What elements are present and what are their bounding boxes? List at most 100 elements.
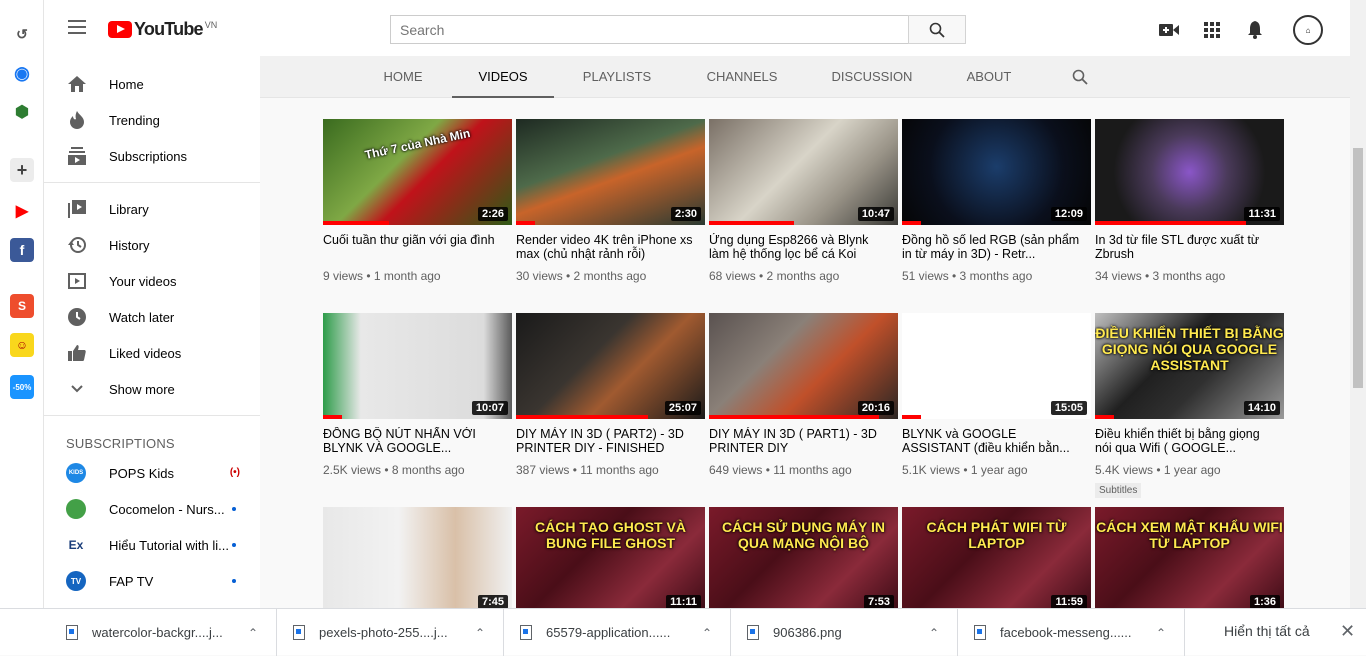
video-thumbnail[interactable]: CÁCH TẠO GHOST VÀ BUNG FILE GHOST 11:11	[516, 507, 705, 608]
video-title[interactable]: DIY MÁY IN 3D ( PART1) - 3D PRINTER DIY	[709, 427, 877, 455]
search-button[interactable]	[908, 15, 966, 44]
history-ext-icon[interactable]: ↺	[16, 25, 28, 42]
video-title[interactable]: In 3d từ file STL được xuất từ Zbrush	[1095, 233, 1260, 261]
new-content-dot	[232, 507, 236, 511]
video-card[interactable]: 10:07 ĐỒNG BỘ NÚT NHẤN VỚI BLYNK VÀ GOOGL…	[323, 313, 513, 477]
notifications-bell-icon[interactable]	[1244, 19, 1266, 41]
tab-channels[interactable]: CHANNELS	[706, 69, 778, 84]
chevron-up-icon[interactable]: ⌃	[475, 625, 486, 640]
chevron-up-icon[interactable]: ⌃	[702, 625, 713, 640]
download-item[interactable]: watercolor-backgr....j... ⌃	[66, 609, 258, 656]
show-all-downloads-link[interactable]: Hiển thị tất cả	[1224, 623, 1310, 639]
video-thumbnail[interactable]: 11:31	[1095, 119, 1284, 225]
sidebar-item-subscriptions[interactable]: Subscriptions	[44, 138, 260, 174]
video-thumbnail[interactable]: 7:45	[323, 507, 512, 608]
user-avatar[interactable]: ⌂	[1293, 15, 1323, 45]
video-card[interactable]: 25:07 DIY MÁY IN 3D ( PART2) - 3D PRINTER…	[516, 313, 706, 477]
tab-videos[interactable]: VIDEOS	[452, 56, 554, 98]
channel-avatar: Ex	[66, 535, 86, 555]
video-card[interactable]: CÁCH SỬ DỤNG MÁY IN QUA MẠNG NỘI BỘ 7:53	[709, 507, 899, 608]
tab-home[interactable]: HOME	[383, 69, 423, 84]
video-title[interactable]: BLYNK và GOOGLE ASSISTANT (điều khiển bằ…	[902, 427, 1070, 455]
subscription-fap-tv[interactable]: TV FAP TV	[44, 563, 260, 599]
sidebar-item-liked-videos[interactable]: Liked videos	[44, 335, 260, 371]
video-title[interactable]: Đồng hồ số led RGB (sản phẩm in từ máy i…	[902, 233, 1080, 261]
messenger-icon[interactable]: ◉	[14, 62, 30, 83]
video-title[interactable]: DIY MÁY IN 3D ( PART2) - 3D PRINTER DIY …	[516, 427, 684, 455]
video-thumbnail[interactable]: CÁCH XEM MẬT KHẨU WIFI TỪ LAPTOP 1:36	[1095, 507, 1284, 608]
video-card[interactable]: CÁCH XEM MẬT KHẨU WIFI TỪ LAPTOP 1:36	[1095, 507, 1285, 608]
gamepad-icon[interactable]: ⬢	[15, 104, 29, 121]
tiki-icon[interactable]: -50%	[10, 375, 34, 399]
video-thumbnail[interactable]: Thứ 7 của Nhà Min 2:26	[323, 119, 512, 225]
subscription-pops-kids[interactable]: KIDS POPS Kids (•)	[44, 455, 260, 491]
file-icon	[293, 625, 305, 640]
video-card[interactable]: CÁCH PHÁT WIFI TỪ LAPTOP 11:59	[902, 507, 1092, 608]
video-card[interactable]: ĐIỀU KHIỂN THIẾT BỊ BẰNG GIỌNG NÓI QUA G…	[1095, 313, 1285, 498]
video-title[interactable]: Cuối tuần thư giãn với gia đình	[323, 233, 495, 247]
video-card[interactable]: CÁCH TẠO GHOST VÀ BUNG FILE GHOST 11:11	[516, 507, 706, 608]
video-duration: 12:09	[1050, 207, 1087, 221]
subscription-cocomelon[interactable]: Cocomelon - Nurs...	[44, 491, 260, 527]
close-icon[interactable]: ✕	[1340, 621, 1356, 641]
sidebar-item-your-videos[interactable]: Your videos	[44, 263, 260, 299]
sidebar-item-trending[interactable]: Trending	[44, 102, 260, 138]
sidebar-item-watch-later[interactable]: Watch later	[44, 299, 260, 335]
tab-playlists[interactable]: PLAYLISTS	[582, 69, 652, 84]
video-thumbnail[interactable]: 10:07	[323, 313, 512, 419]
tab-about[interactable]: ABOUT	[966, 69, 1012, 84]
video-title[interactable]: ĐỒNG BỘ NÚT NHẤN VỚI BLYNK VÀ GOOGLE...	[323, 427, 476, 455]
video-title[interactable]: Điều khiển thiết bị bằng giọng nói qua W…	[1095, 427, 1260, 455]
youtube-ext-icon[interactable]: ▶	[15, 203, 29, 220]
video-card[interactable]: 11:31 In 3d từ file STL được xuất từ Zbru…	[1095, 119, 1285, 283]
chevron-up-icon[interactable]: ⌃	[1156, 625, 1167, 640]
add-icon[interactable]: +	[10, 158, 34, 182]
sidebar-item-home[interactable]: Home	[44, 66, 260, 102]
video-card[interactable]: 7:45	[323, 507, 513, 608]
video-thumbnail[interactable]: 10:47	[709, 119, 898, 225]
video-meta: 34 views • 3 months ago	[1095, 269, 1226, 283]
chevron-up-icon[interactable]: ⌃	[929, 625, 940, 640]
download-item[interactable]: facebook-messeng...... ⌃	[974, 609, 1166, 656]
video-card[interactable]: 10:47 Ứng dụng Esp8266 và Blynk làm hệ th…	[709, 119, 899, 283]
scrollbar[interactable]	[1350, 0, 1366, 608]
brand-name: YouTube	[134, 19, 204, 39]
video-card[interactable]: 15:05 BLYNK và GOOGLE ASSISTANT (điều khi…	[902, 313, 1092, 477]
channel-search-icon[interactable]	[1072, 69, 1088, 90]
tab-discussion[interactable]: DISCUSSION	[831, 69, 913, 84]
video-thumbnail[interactable]: 12:09	[902, 119, 1091, 225]
video-card[interactable]: 2:30 Render video 4K trên iPhone xs max (…	[516, 119, 706, 283]
video-card[interactable]: 12:09 Đồng hồ số led RGB (sản phẩm in từ …	[902, 119, 1092, 283]
video-card[interactable]: 20:16 DIY MÁY IN 3D ( PART1) - 3D PRINTER…	[709, 313, 899, 477]
create-video-icon[interactable]	[1158, 19, 1180, 41]
watch-progress-bar	[709, 221, 795, 225]
menu-icon[interactable]	[68, 20, 86, 34]
game-app-icon[interactable]: ☺	[10, 333, 34, 357]
facebook-icon[interactable]: f	[10, 238, 34, 262]
download-item[interactable]: pexels-photo-255....j... ⌃	[293, 609, 485, 656]
sidebar-item-history[interactable]: History	[44, 227, 260, 263]
sidebar-item-library[interactable]: Library	[44, 191, 260, 227]
video-thumbnail[interactable]: 2:30	[516, 119, 705, 225]
sidebar-item-show-more[interactable]: Show more	[44, 371, 260, 407]
shopee-icon[interactable]: S	[10, 294, 34, 318]
subscription-hieu-tutorial[interactable]: Ex Hiểu Tutorial with li...	[44, 527, 260, 563]
chevron-up-icon[interactable]: ⌃	[248, 625, 259, 640]
video-thumbnail[interactable]: CÁCH SỬ DỤNG MÁY IN QUA MẠNG NỘI BỘ 7:53	[709, 507, 898, 608]
download-item[interactable]: 906386.png ⌃	[747, 609, 939, 656]
search-input[interactable]	[391, 16, 909, 43]
apps-grid-icon[interactable]	[1201, 19, 1223, 41]
youtube-logo[interactable]: YouTube VN	[108, 19, 217, 40]
video-meta: 649 views • 11 months ago	[709, 463, 852, 477]
video-title[interactable]: Render video 4K trên iPhone xs max (chủ …	[516, 233, 693, 261]
scrollbar-thumb[interactable]	[1353, 148, 1363, 388]
video-thumbnail[interactable]: 20:16	[709, 313, 898, 419]
video-thumbnail[interactable]: ĐIỀU KHIỂN THIẾT BỊ BẰNG GIỌNG NÓI QUA G…	[1095, 313, 1284, 419]
video-thumbnail[interactable]: 25:07	[516, 313, 705, 419]
video-thumbnail[interactable]: CÁCH PHÁT WIFI TỪ LAPTOP 11:59	[902, 507, 1091, 608]
sidebar-item-label: Trending	[109, 112, 160, 128]
video-title[interactable]: Ứng dụng Esp8266 và Blynk làm hệ thống l…	[709, 233, 869, 261]
video-thumbnail[interactable]: 15:05	[902, 313, 1091, 419]
video-card[interactable]: Thứ 7 của Nhà Min 2:26 Cuối tuần thư giãn …	[323, 119, 513, 283]
download-item[interactable]: 65579-application...... ⌃	[520, 609, 712, 656]
